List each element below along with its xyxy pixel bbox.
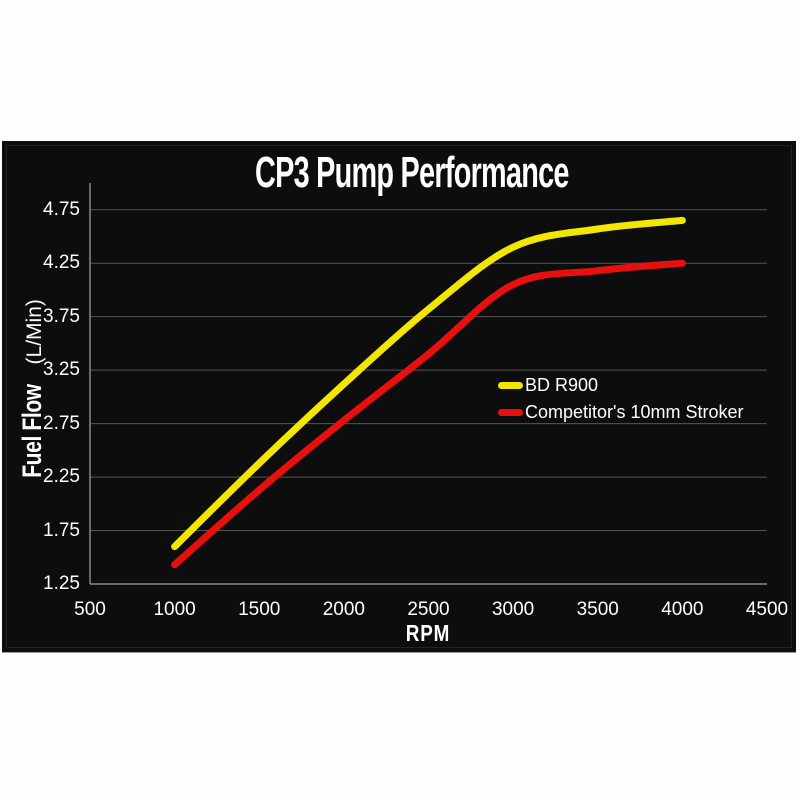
x-tick-label: 1500 [238,599,281,620]
series-line-competitor-s-10mm-stroker [171,259,686,569]
legend-item-bd-r900: BD R900 [498,372,744,399]
x-axis-title: RPM [401,620,455,647]
legend-label-bd-r900: BD R900 [525,375,599,395]
legend-item-competitor: Competitor's 10mm Stroker [498,399,744,426]
x-tick-label: 3000 [491,599,535,620]
x-tick-label: 2500 [407,599,450,620]
x-tick-label: 1000 [153,599,196,620]
legend-label-competitor: Competitor's 10mm Stroker [525,402,744,422]
chart-title: CP3 Pump Performance [2,149,796,197]
y-tick-label: 3.25 [43,359,80,381]
y-tick-label: 3.75 [43,305,80,327]
x-axis-title-text: RPM [405,620,451,646]
legend: BD R900 Competitor's 10mm Stroker [498,372,744,426]
y-tick-label: 4.25 [43,252,80,274]
y-tick-label: 2.25 [43,466,80,488]
y-tick-label: 1.75 [43,519,80,541]
chart-panel: CP3 Pump Performance Fuel Flow (L/Min) R… [2,141,796,653]
plot-area [89,183,767,585]
legend-swatch-red-line [498,409,523,416]
x-tick-label: 4500 [745,599,789,620]
y-tick-label: 2.75 [43,412,80,434]
chart-title-text: CP3 Pump Performance [255,149,569,197]
x-tick-label: 4000 [661,599,704,620]
x-tick-label: 500 [74,599,106,620]
x-tick-label: 2000 [322,599,366,620]
legend-swatch-yellow-line [498,382,523,389]
y-tick-label: 1.25 [43,573,80,594]
series-line-bd-r900 [171,216,686,551]
x-tick-label: 3500 [576,599,619,620]
y-tick-label: 4.75 [43,198,80,220]
